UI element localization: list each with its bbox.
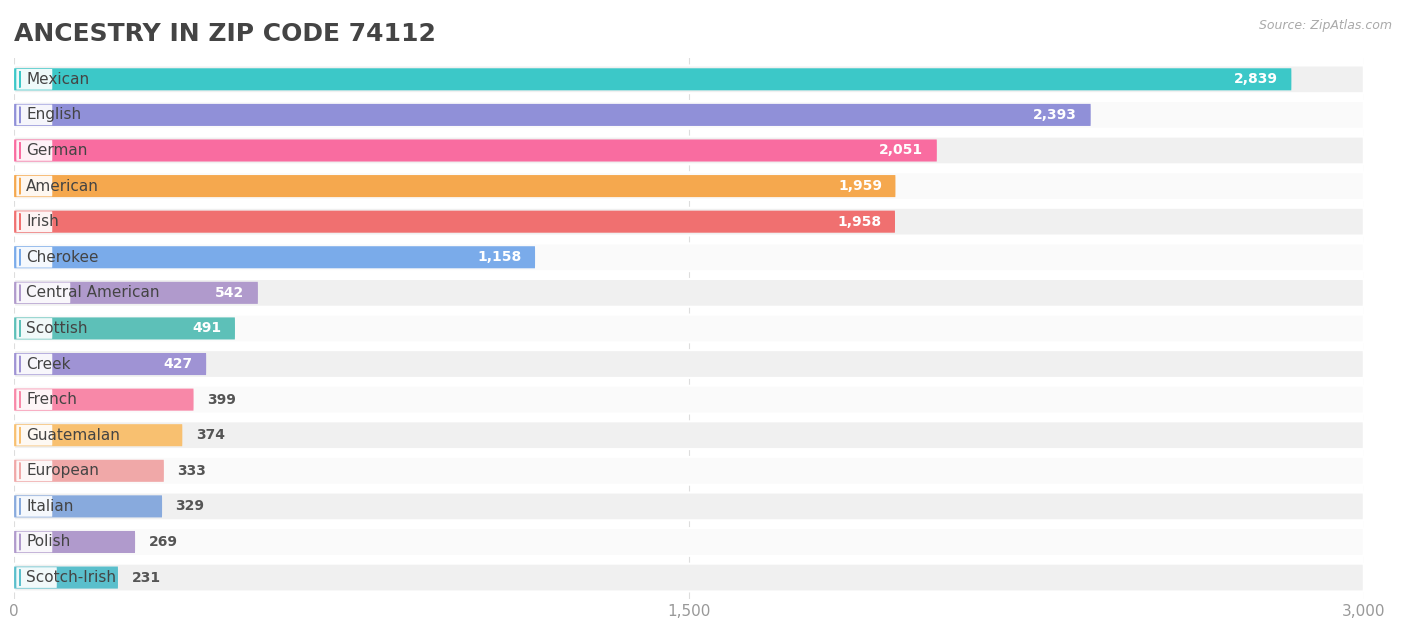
FancyBboxPatch shape [14,140,936,162]
Text: Cherokee: Cherokee [27,250,98,265]
FancyBboxPatch shape [14,246,536,269]
FancyBboxPatch shape [14,101,1364,129]
Text: Creek: Creek [27,357,70,372]
FancyBboxPatch shape [17,354,52,374]
Text: Scotch-Irish: Scotch-Irish [27,570,117,585]
FancyBboxPatch shape [14,421,1364,449]
FancyBboxPatch shape [14,279,1364,307]
FancyBboxPatch shape [14,317,235,339]
Text: Guatemalan: Guatemalan [27,428,120,442]
Text: 2,051: 2,051 [879,144,924,158]
FancyBboxPatch shape [17,104,52,125]
Text: Polish: Polish [27,535,70,549]
Text: 2,393: 2,393 [1033,108,1077,122]
Text: Mexican: Mexican [27,72,90,87]
FancyBboxPatch shape [14,460,165,482]
FancyBboxPatch shape [14,175,896,197]
Text: 491: 491 [193,321,222,336]
FancyBboxPatch shape [14,424,183,446]
Text: 374: 374 [195,428,225,442]
FancyBboxPatch shape [14,528,1364,556]
FancyBboxPatch shape [17,460,52,481]
Text: 329: 329 [176,499,205,513]
FancyBboxPatch shape [17,389,52,410]
FancyBboxPatch shape [17,496,52,516]
FancyBboxPatch shape [14,350,1364,378]
Text: Irish: Irish [27,214,59,229]
Text: German: German [27,143,87,158]
FancyBboxPatch shape [17,283,70,303]
FancyBboxPatch shape [14,282,257,304]
Text: 427: 427 [163,357,193,371]
Text: 1,158: 1,158 [477,251,522,264]
Text: ANCESTRY IN ZIP CODE 74112: ANCESTRY IN ZIP CODE 74112 [14,23,436,46]
Text: 1,959: 1,959 [838,179,882,193]
Text: 333: 333 [177,464,207,478]
Text: American: American [27,178,98,194]
FancyBboxPatch shape [14,314,1364,343]
FancyBboxPatch shape [14,567,118,589]
Text: 399: 399 [207,393,236,406]
FancyBboxPatch shape [14,104,1091,126]
Text: English: English [27,108,82,122]
FancyBboxPatch shape [17,211,52,232]
FancyBboxPatch shape [14,457,1364,485]
FancyBboxPatch shape [14,564,1364,591]
Text: 542: 542 [215,286,245,300]
FancyBboxPatch shape [14,386,1364,413]
FancyBboxPatch shape [14,243,1364,271]
Text: 269: 269 [149,535,177,549]
FancyBboxPatch shape [17,425,52,446]
FancyBboxPatch shape [14,493,1364,520]
FancyBboxPatch shape [14,66,1364,93]
Text: Source: ZipAtlas.com: Source: ZipAtlas.com [1258,19,1392,32]
FancyBboxPatch shape [14,531,135,553]
Text: 231: 231 [132,571,160,585]
FancyBboxPatch shape [17,567,56,588]
FancyBboxPatch shape [14,211,896,232]
FancyBboxPatch shape [14,353,207,375]
FancyBboxPatch shape [17,69,52,90]
Text: Scottish: Scottish [27,321,87,336]
Text: Central American: Central American [27,285,160,300]
FancyBboxPatch shape [14,495,162,517]
FancyBboxPatch shape [17,318,52,339]
FancyBboxPatch shape [17,140,52,161]
FancyBboxPatch shape [14,388,194,411]
Text: 2,839: 2,839 [1234,72,1278,86]
Text: Italian: Italian [27,499,73,514]
FancyBboxPatch shape [14,172,1364,200]
FancyBboxPatch shape [14,137,1364,164]
Text: French: French [27,392,77,407]
FancyBboxPatch shape [17,247,52,268]
FancyBboxPatch shape [17,532,52,553]
Text: European: European [27,463,98,478]
FancyBboxPatch shape [17,176,52,196]
FancyBboxPatch shape [14,208,1364,236]
FancyBboxPatch shape [14,68,1291,90]
Text: 1,958: 1,958 [838,214,882,229]
